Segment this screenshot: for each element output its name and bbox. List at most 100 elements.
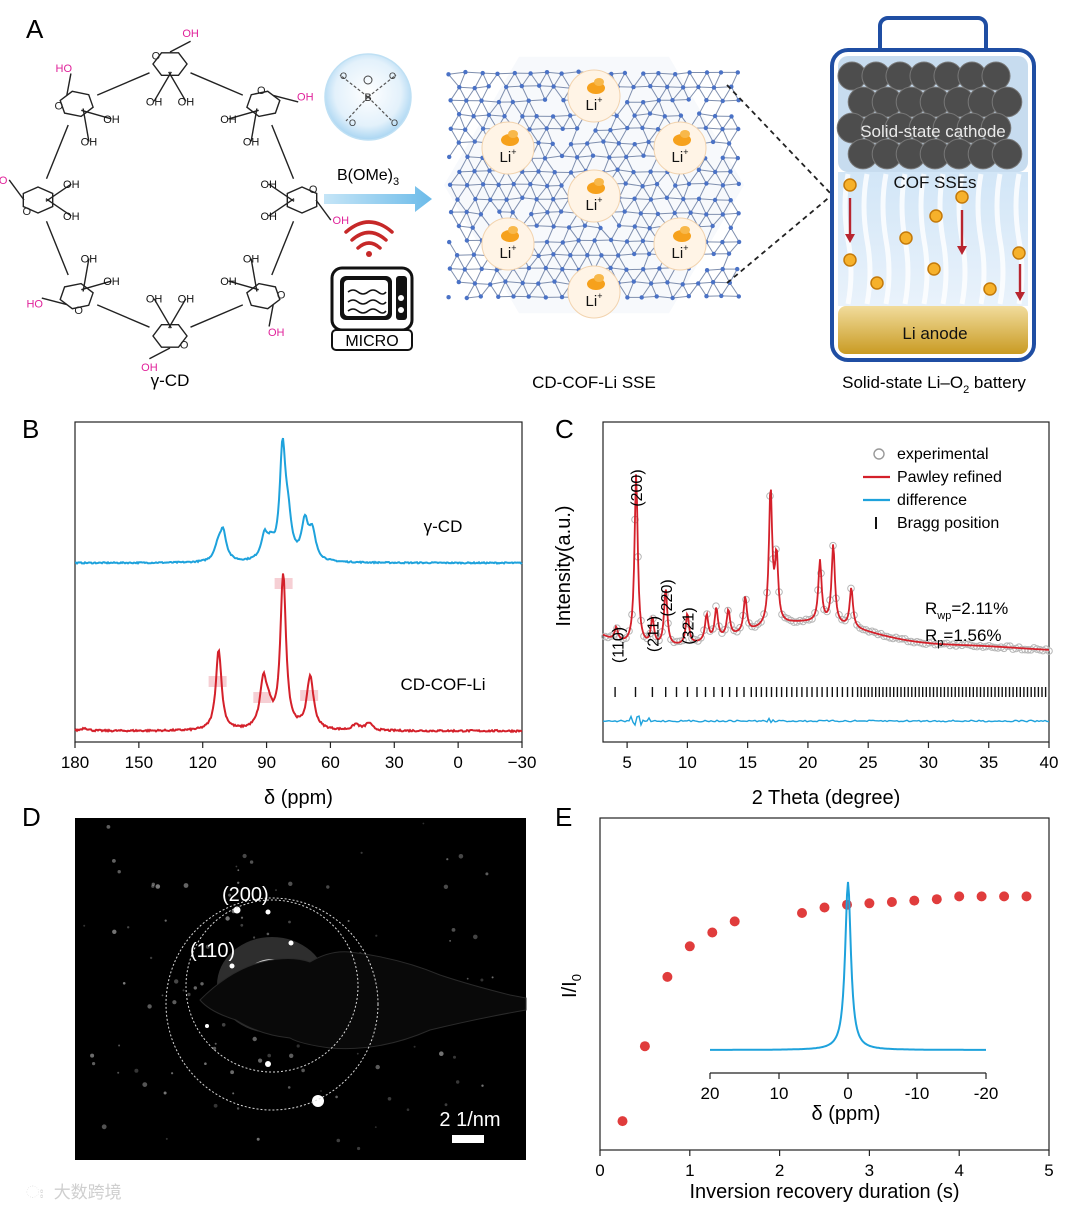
diffraction-spot bbox=[237, 881, 240, 884]
cof-bond bbox=[699, 113, 716, 117]
cof-node bbox=[543, 265, 548, 271]
glycosidic-bond bbox=[190, 72, 244, 96]
cof-node bbox=[544, 239, 550, 245]
cof-bond bbox=[594, 227, 601, 241]
cof-bond bbox=[624, 211, 641, 214]
cof-node bbox=[574, 126, 580, 131]
cof-bond bbox=[522, 267, 530, 284]
cof-bond bbox=[521, 171, 531, 185]
cof-bond bbox=[474, 128, 484, 142]
cof-bond bbox=[506, 197, 523, 201]
cof-bond bbox=[531, 211, 548, 215]
cof-bond bbox=[530, 199, 538, 215]
ion-flow-arrowhead bbox=[845, 234, 855, 243]
cof-bond bbox=[634, 185, 644, 199]
cof-node bbox=[542, 156, 548, 161]
cof-node bbox=[632, 224, 637, 229]
spectrum-line-cd-cof-li bbox=[74, 573, 523, 734]
x-tick-label: 35 bbox=[979, 753, 998, 772]
cof-node bbox=[640, 125, 645, 131]
cof-bond bbox=[472, 214, 482, 228]
diffraction-spot bbox=[90, 1053, 95, 1058]
cof-bond bbox=[698, 113, 707, 129]
x-tick-label: 120 bbox=[189, 753, 217, 772]
cof-node bbox=[446, 295, 451, 300]
cof-node bbox=[641, 267, 646, 272]
cof-bond bbox=[698, 86, 715, 89]
cof-bond bbox=[617, 282, 628, 298]
rwp-symbol: R bbox=[925, 599, 937, 618]
cof-bond bbox=[482, 184, 491, 201]
cof-bond bbox=[713, 72, 722, 88]
sse-channel bbox=[937, 173, 949, 305]
cof-bond bbox=[729, 282, 740, 297]
cof-node bbox=[551, 252, 556, 257]
cof-node bbox=[648, 197, 654, 202]
hydroxyl-label: OH bbox=[146, 294, 163, 306]
cof-bond bbox=[490, 281, 506, 285]
cof-node bbox=[472, 169, 477, 174]
diffraction-spot bbox=[387, 1097, 392, 1101]
cof-bond bbox=[458, 269, 466, 283]
diffraction-spot bbox=[213, 1103, 218, 1108]
plot-frame bbox=[599, 817, 1050, 1151]
cof-bond bbox=[546, 198, 554, 213]
cof-bond bbox=[705, 115, 716, 129]
cof-bond bbox=[459, 113, 474, 117]
diffraction-spot bbox=[301, 1068, 305, 1073]
cof-node bbox=[720, 183, 726, 188]
cof-bond bbox=[544, 86, 555, 100]
cof-node bbox=[736, 294, 741, 299]
cof-bond bbox=[466, 211, 481, 215]
cof-node bbox=[615, 167, 620, 172]
diffraction-spot bbox=[375, 1064, 380, 1070]
cof-node bbox=[614, 113, 619, 119]
ring-oxygen-label: O bbox=[55, 101, 64, 113]
cof-bond bbox=[481, 100, 490, 116]
y-axis-title-sub: 0 bbox=[569, 974, 584, 981]
cof-bond bbox=[633, 240, 644, 255]
cof-node bbox=[454, 253, 460, 258]
cof-bond bbox=[480, 284, 491, 297]
cof-bond bbox=[570, 157, 578, 173]
cof-node bbox=[686, 294, 691, 299]
cof-node bbox=[510, 210, 515, 215]
cof-bond bbox=[633, 268, 644, 282]
x-tick-label: 30 bbox=[385, 753, 404, 772]
ring-label-200: (200) bbox=[222, 884, 269, 906]
hydroxyl-label: OH bbox=[260, 211, 277, 223]
diffraction-spot bbox=[248, 889, 251, 892]
inset-x-tick-label: 10 bbox=[770, 1084, 789, 1103]
cof-bond bbox=[458, 100, 467, 115]
cof-node bbox=[529, 211, 534, 217]
cof-bond bbox=[546, 128, 554, 144]
cof-node bbox=[665, 84, 670, 90]
hydroxyl-bond bbox=[82, 258, 90, 292]
cof-node bbox=[455, 197, 460, 202]
cof-bond bbox=[538, 142, 546, 159]
cof-node bbox=[641, 153, 646, 158]
cof-bond bbox=[474, 268, 483, 284]
cof-bond bbox=[482, 114, 490, 129]
cof-node bbox=[720, 266, 725, 272]
cof-bond bbox=[466, 240, 475, 255]
diffraction-spot bbox=[480, 978, 484, 982]
cof-pore bbox=[567, 265, 621, 319]
cof-bond bbox=[449, 268, 460, 283]
cof-bond bbox=[465, 71, 483, 74]
diffraction-spot bbox=[374, 1126, 377, 1128]
difference-line bbox=[602, 714, 1050, 728]
cof-node bbox=[711, 85, 717, 90]
cof-bond bbox=[706, 183, 723, 186]
cathode-particle bbox=[980, 112, 1012, 144]
cof-node bbox=[464, 209, 469, 215]
sse-channels bbox=[842, 173, 1026, 305]
cof-node bbox=[736, 211, 741, 216]
cof-bond bbox=[473, 115, 484, 130]
cof-bond bbox=[521, 73, 532, 87]
cof-node bbox=[625, 100, 630, 105]
cof-bond bbox=[666, 197, 676, 214]
ring-oxygen-label: O bbox=[277, 290, 286, 302]
hydroxyl-bond bbox=[45, 183, 72, 202]
cof-bond bbox=[538, 171, 548, 187]
